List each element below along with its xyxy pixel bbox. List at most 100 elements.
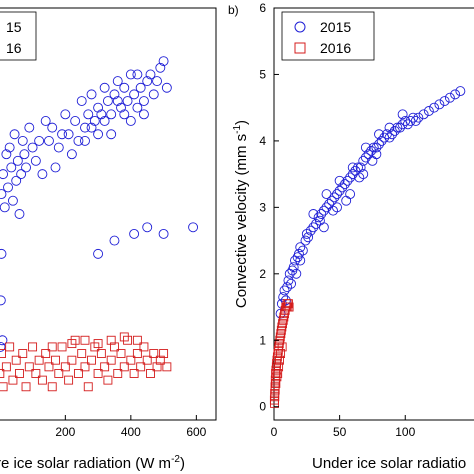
panel-a-point-2016-1 [0, 349, 6, 358]
panel-a-point-2015-39 [99, 82, 110, 93]
panel-a-point-2015-36 [89, 116, 100, 126]
panel-b-x-tick-label-0: 0 [271, 425, 278, 439]
panel-b-point-2015-37 [353, 162, 363, 173]
panel-b-point-2015-17 [300, 235, 311, 246]
panel-b-point-2015-72 [347, 162, 358, 173]
panel-a-x-axis-title-sup: -2 [171, 454, 180, 465]
panel-b-point-2015-76 [341, 195, 352, 206]
panel-b-point-2015-50 [387, 129, 398, 140]
panel-a-point-2015-44 [116, 102, 126, 113]
panel-b-point-2016-3 [270, 375, 280, 385]
panel-a-point-2015-14 [19, 149, 30, 160]
panel-b-point-2015-20 [308, 222, 319, 233]
panel-b-plot-frame [273, 7, 474, 421]
panel-b-y-ticks: 0 1 2 3 4 5 6 [259, 1, 279, 414]
panel-a-point-2016-22 [64, 375, 74, 385]
panel-a-legend: 15 16 [0, 11, 37, 61]
panel-b-point-2016-22 [280, 309, 289, 319]
panel-b-point-2015-3 [279, 285, 290, 296]
panel-a-point-2016-7 [15, 369, 24, 378]
panel-b-point-2015-69 [308, 209, 319, 219]
panel-a-point-2015-67 [80, 135, 90, 146]
panel-b-point-2015-74 [374, 129, 384, 140]
panel-b-point-2015-15 [295, 242, 306, 253]
panel-b-point-2016-18 [277, 322, 287, 332]
panel-b-point-2015-59 [410, 116, 421, 126]
panel-a-point-2016-43 [132, 349, 142, 358]
panel-b-y-axis-title: Convective velocity (mm s-1) [232, 120, 250, 308]
panel-a-point-2015-45 [119, 82, 130, 93]
panel-a-point-2015-21 [40, 116, 51, 126]
panel-a-point-2015-12 [16, 169, 27, 180]
panel-a-point-2015-11 [14, 209, 25, 219]
panel-a-point-2016-13 [34, 355, 44, 365]
panel-a-point-2015-20 [37, 169, 48, 180]
panel-a-point-2015-2 [0, 202, 10, 213]
panel-b-point-2015-5 [282, 282, 293, 293]
panel-a-x-axis-title-main: re ice solar radiation (W m [0, 455, 171, 472]
panel-a-point-2016-44 [136, 362, 146, 372]
panel-a-point-2016-53 [67, 339, 77, 349]
panel-a-point-2015-1 [0, 169, 9, 180]
panel-a-plot-frame [0, 7, 217, 421]
panel-a-point-2016-56 [106, 335, 116, 345]
panel-a-point-2016-42 [129, 369, 139, 378]
panel-a-point-2016-31 [93, 369, 103, 378]
panel-b-point-2015-29 [332, 189, 342, 200]
panel-b-y-tick-label-6: 6 [259, 1, 266, 15]
panel-a-point-2015-68 [86, 122, 97, 133]
panel-b-point-2015-4 [280, 295, 291, 306]
panel-a-point-2015-73 [158, 228, 169, 239]
panel-b-point-2015-12 [291, 268, 302, 279]
panel-a-point-2016-8 [18, 349, 28, 358]
panel-b-point-2016-32 [270, 385, 280, 395]
panel-a-point-2015-5 [4, 142, 15, 153]
panel-a-point-2015-64 [93, 129, 104, 140]
panel-b-point-2015-67 [450, 89, 461, 100]
panel-b-y-tick-label-5: 5 [259, 67, 266, 81]
panel-a-point-2016-55 [93, 339, 103, 349]
panel-a-point-2016-2 [0, 382, 8, 392]
panel-a-x-axis-title-close: ) [180, 455, 185, 472]
panel-a-point-2015-75 [0, 295, 6, 306]
panel-a-point-2016-26 [77, 349, 87, 358]
panel-a-point-2016-25 [73, 369, 83, 378]
panel-a-point-2016-0 [0, 369, 5, 378]
panel-a-point-2015-76 [0, 248, 7, 259]
panel-a-point-2016-10 [24, 362, 34, 372]
panel-a-x-tick-label-0: 200 [55, 425, 75, 439]
panel-b: b) 0 50 100 0 1 2 3 4 5 6 2015 2016 Convective v… [228, 1, 474, 472]
panel-a-point-2016-47 [146, 369, 155, 378]
panel-a-point-2015-66 [106, 129, 117, 140]
panel-a-point-2015-22 [44, 135, 54, 146]
panel-b-x-tick-label-2: 100 [395, 425, 415, 439]
panel-b-point-2016-31 [270, 392, 280, 402]
panel-a-point-2015-57 [158, 56, 169, 67]
panel-a-point-2016-52 [162, 362, 172, 372]
panel-b-point-2016-16 [276, 329, 286, 339]
panel-a-point-2015-31 [73, 135, 84, 146]
panel-a-point-2016-24 [70, 335, 80, 345]
panel-b-point-2015-30 [334, 185, 345, 196]
panel-a-point-2015-52 [142, 76, 153, 87]
panel-b-point-2016-21 [279, 312, 289, 322]
panel-a-point-2015-53 [145, 69, 156, 80]
panel-b-point-2015-32 [339, 179, 350, 190]
panel-a-point-2016-46 [142, 355, 152, 365]
panel-a-point-2016-45 [139, 342, 149, 352]
panel-b-y-tick-label-0: 0 [259, 400, 266, 414]
panel-b-point-2015-14 [293, 248, 304, 259]
panel-a-legend-box [0, 11, 37, 61]
panel-a-point-2016-39 [119, 362, 129, 372]
panel-b-point-2016-39 [277, 342, 287, 352]
panel-b-point-2016-28 [283, 299, 293, 309]
panel-b-point-2016-29 [284, 302, 294, 312]
panel-b-point-2015-23 [316, 209, 327, 219]
panel-a-point-2015-63 [138, 109, 149, 120]
panel-a-point-2016-15 [41, 349, 51, 358]
panel-a-point-2016-33 [100, 362, 110, 372]
panel-b-point-2015-8 [286, 278, 297, 289]
panel-a-point-2015-69 [93, 248, 104, 259]
panel-b-point-2016-30 [270, 398, 279, 408]
